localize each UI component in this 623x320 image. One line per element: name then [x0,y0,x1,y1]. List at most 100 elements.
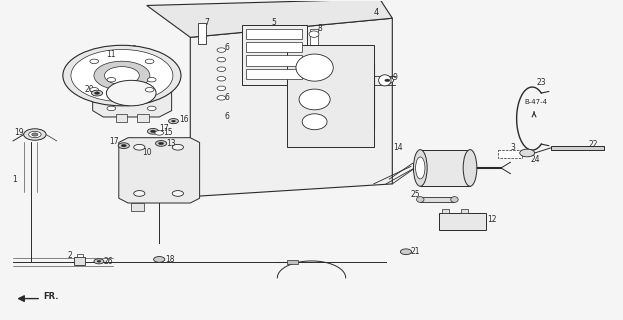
Circle shape [71,50,173,102]
Circle shape [95,92,100,94]
Circle shape [107,80,156,106]
Circle shape [385,79,390,82]
Bar [138,114,149,122]
Circle shape [401,249,412,255]
Polygon shape [190,18,392,197]
Text: 20: 20 [85,85,94,94]
Bar [116,114,127,122]
Circle shape [148,106,156,111]
Bar [74,257,85,265]
Text: 9: 9 [392,73,397,82]
Text: 15: 15 [164,128,173,137]
Polygon shape [93,69,172,117]
Text: 17: 17 [159,124,169,133]
Circle shape [121,144,126,147]
Circle shape [107,106,116,111]
Text: 6: 6 [224,112,229,121]
Bar [460,209,468,212]
Circle shape [217,86,226,91]
Circle shape [156,140,167,146]
Text: FR.: FR. [43,292,59,301]
Bar [198,23,206,44]
Text: 23: 23 [536,78,546,87]
Text: 18: 18 [166,255,175,264]
Circle shape [90,59,98,64]
Circle shape [134,144,145,150]
Circle shape [154,257,165,262]
Text: 21: 21 [411,247,421,256]
Bar [246,69,302,79]
Circle shape [151,130,156,132]
Text: 10: 10 [143,148,152,157]
Text: 8: 8 [318,24,323,33]
Text: B-47-4: B-47-4 [525,99,548,105]
Polygon shape [147,0,392,37]
Circle shape [155,131,164,135]
Bar [287,260,298,264]
Circle shape [92,90,103,96]
Text: 16: 16 [179,115,189,124]
Circle shape [172,120,175,122]
Ellipse shape [309,31,319,37]
Bar [439,212,485,230]
Bar [421,150,470,186]
Bar [131,203,144,211]
Bar [421,197,454,202]
Circle shape [107,77,116,82]
Text: 4: 4 [374,8,379,17]
Text: 22: 22 [588,140,597,148]
Ellipse shape [416,157,425,179]
Ellipse shape [296,54,333,81]
Text: 19: 19 [14,128,24,137]
Circle shape [172,191,183,196]
Circle shape [172,144,183,150]
Text: 11: 11 [107,50,116,59]
Circle shape [24,129,46,140]
Ellipse shape [451,197,458,202]
Circle shape [32,133,38,136]
Text: 6: 6 [224,43,229,52]
Circle shape [217,67,226,71]
Bar [498,150,521,158]
Circle shape [148,128,159,134]
Ellipse shape [414,150,427,186]
Text: 6: 6 [224,93,229,102]
Circle shape [63,45,181,106]
Bar [242,25,307,85]
Text: 2: 2 [68,251,72,260]
Circle shape [94,259,104,264]
Text: 25: 25 [411,190,421,199]
Ellipse shape [463,150,477,186]
Bar [77,254,83,257]
Ellipse shape [302,114,327,130]
Bar [246,29,302,39]
Text: 7: 7 [204,18,209,27]
Circle shape [381,77,394,84]
Circle shape [148,77,156,82]
Circle shape [29,131,41,138]
Polygon shape [119,138,199,203]
Ellipse shape [379,75,391,86]
Text: 13: 13 [167,139,176,148]
Bar [246,42,302,52]
Ellipse shape [129,45,140,106]
Circle shape [159,142,164,145]
Bar [551,146,604,150]
Ellipse shape [417,197,424,202]
Bar [442,209,450,212]
Text: 5: 5 [271,19,276,28]
Bar [287,45,374,147]
Circle shape [145,88,154,92]
Circle shape [217,57,226,62]
Text: 17: 17 [110,137,119,146]
Bar [310,29,318,49]
Ellipse shape [299,89,330,110]
Circle shape [105,67,140,84]
Circle shape [94,61,150,90]
Circle shape [90,88,98,92]
Text: 3: 3 [510,143,515,152]
Text: 12: 12 [487,215,497,224]
Circle shape [97,260,101,262]
Circle shape [145,59,154,64]
Circle shape [217,48,226,52]
